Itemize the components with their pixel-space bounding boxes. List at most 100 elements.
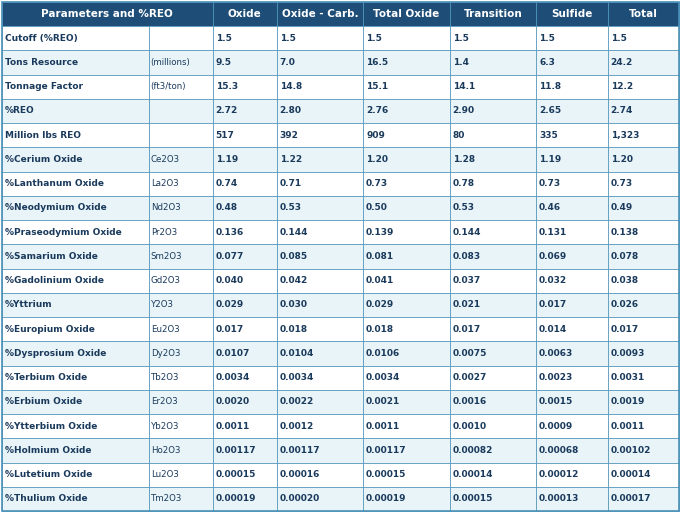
Bar [536, 463, 607, 487]
Text: 0.037: 0.037 [453, 276, 481, 285]
Text: 0.49: 0.49 [611, 203, 633, 212]
Text: 2.65: 2.65 [539, 106, 561, 115]
Text: 14.1: 14.1 [453, 82, 475, 91]
Bar [536, 196, 607, 220]
Bar [607, 26, 679, 50]
Text: Million lbs REO: Million lbs REO [5, 131, 81, 140]
Bar [2, 390, 148, 414]
Text: 1.22: 1.22 [280, 155, 302, 164]
Bar [2, 317, 148, 341]
Text: %Holmium Oxide: %Holmium Oxide [5, 446, 91, 455]
Text: %Samarium Oxide: %Samarium Oxide [5, 252, 98, 261]
Bar [212, 98, 276, 123]
Text: 0.144: 0.144 [280, 228, 308, 236]
Bar [212, 244, 276, 268]
Bar [148, 171, 212, 196]
Text: %Thulium Oxide: %Thulium Oxide [5, 495, 88, 503]
Bar [607, 487, 679, 511]
Bar [536, 438, 607, 463]
Text: 1.5: 1.5 [539, 34, 555, 43]
Bar [363, 220, 449, 244]
Text: %REO: %REO [5, 106, 35, 115]
Bar [536, 268, 607, 293]
Bar [276, 147, 363, 171]
Text: Tm2O3: Tm2O3 [151, 495, 182, 503]
Text: 1.5: 1.5 [216, 34, 232, 43]
Bar [276, 365, 363, 390]
Bar [212, 147, 276, 171]
Text: 0.139: 0.139 [366, 228, 394, 236]
Bar [536, 2, 607, 26]
Bar [2, 438, 148, 463]
Text: 0.078: 0.078 [611, 252, 639, 261]
Text: 1.19: 1.19 [539, 155, 561, 164]
Text: %Yttrium: %Yttrium [5, 301, 52, 309]
Text: 0.48: 0.48 [216, 203, 238, 212]
Text: Eu2O3: Eu2O3 [151, 325, 179, 333]
Text: 0.0022: 0.0022 [280, 398, 314, 406]
Bar [212, 268, 276, 293]
Bar [363, 438, 449, 463]
Bar [607, 317, 679, 341]
Bar [607, 293, 679, 317]
Bar [449, 293, 536, 317]
Text: Sm2O3: Sm2O3 [151, 252, 183, 261]
Bar [363, 147, 449, 171]
Bar [449, 268, 536, 293]
Text: 0.138: 0.138 [611, 228, 639, 236]
Bar [148, 390, 212, 414]
Bar [449, 365, 536, 390]
Bar [148, 487, 212, 511]
Text: 0.71: 0.71 [280, 179, 302, 188]
Text: %Europium Oxide: %Europium Oxide [5, 325, 95, 333]
Bar [148, 268, 212, 293]
Text: 0.78: 0.78 [453, 179, 475, 188]
Text: Total: Total [629, 9, 658, 19]
Text: 0.018: 0.018 [366, 325, 394, 333]
Bar [363, 390, 449, 414]
Bar [536, 147, 607, 171]
Text: Gd2O3: Gd2O3 [151, 276, 180, 285]
Text: 1.5: 1.5 [280, 34, 296, 43]
Bar [607, 390, 679, 414]
Text: Tonnage Factor: Tonnage Factor [5, 82, 83, 91]
Text: 0.041: 0.041 [366, 276, 394, 285]
Bar [2, 171, 148, 196]
Text: 0.0034: 0.0034 [366, 373, 400, 382]
Bar [536, 171, 607, 196]
Text: 0.00117: 0.00117 [216, 446, 256, 455]
Bar [212, 365, 276, 390]
Bar [276, 390, 363, 414]
Bar [363, 74, 449, 98]
Text: La2O3: La2O3 [151, 179, 178, 188]
Bar [449, 244, 536, 268]
Text: 12.2: 12.2 [611, 82, 633, 91]
Bar [363, 196, 449, 220]
Bar [449, 147, 536, 171]
Bar [449, 341, 536, 365]
Text: 1.5: 1.5 [366, 34, 382, 43]
Bar [449, 220, 536, 244]
Text: 0.0104: 0.0104 [280, 349, 314, 358]
Text: (millions): (millions) [151, 58, 191, 67]
Text: Sulfide: Sulfide [551, 9, 592, 19]
Bar [148, 365, 212, 390]
Text: Er2O3: Er2O3 [151, 398, 178, 406]
Text: 24.2: 24.2 [611, 58, 633, 67]
Bar [536, 487, 607, 511]
Bar [2, 463, 148, 487]
Bar [212, 2, 276, 26]
Text: 1.5: 1.5 [453, 34, 469, 43]
Text: %Cerium Oxide: %Cerium Oxide [5, 155, 82, 164]
Text: %Praseodymium Oxide: %Praseodymium Oxide [5, 228, 122, 236]
Bar [607, 268, 679, 293]
Bar [276, 171, 363, 196]
Bar [607, 147, 679, 171]
Text: 0.00117: 0.00117 [366, 446, 407, 455]
Text: 0.00102: 0.00102 [611, 446, 651, 455]
Bar [276, 244, 363, 268]
Bar [536, 244, 607, 268]
Bar [363, 171, 449, 196]
Bar [148, 147, 212, 171]
Text: 0.144: 0.144 [453, 228, 481, 236]
